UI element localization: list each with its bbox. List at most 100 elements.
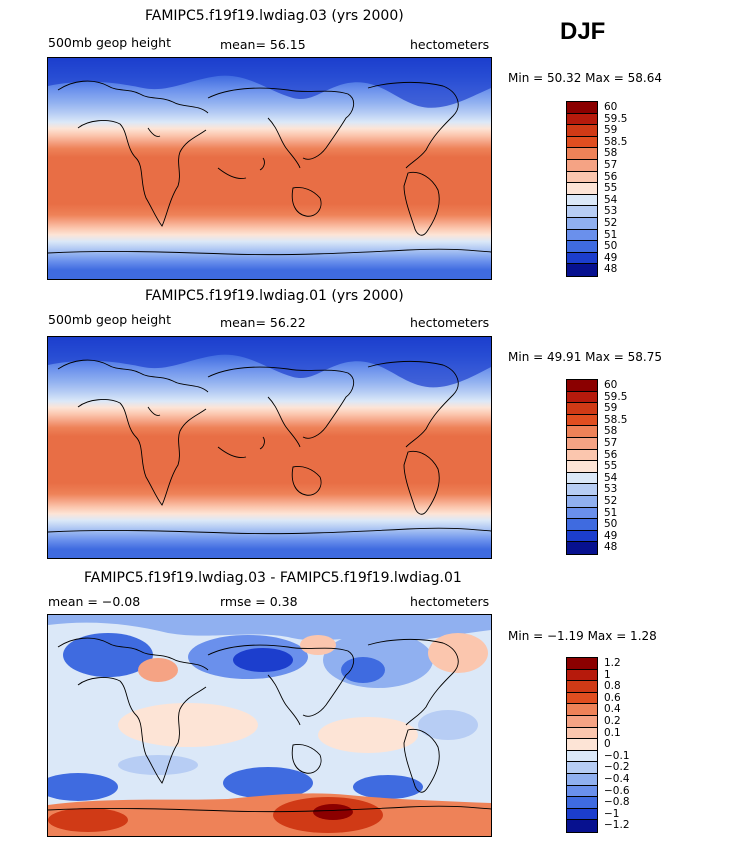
colorbar-swatch — [567, 148, 597, 160]
colorbar-swatch — [567, 484, 597, 496]
colorbar-swatch — [567, 229, 597, 242]
colorbar-level-label: 48 — [604, 263, 618, 276]
colorbar-swatch — [567, 461, 597, 473]
colorbar-swatch — [567, 159, 597, 172]
colorbar-level-label: 59.5 — [604, 112, 628, 125]
panel-3-map — [47, 614, 492, 837]
colorbar-level-label: 54 — [604, 471, 618, 484]
colorbar-level-label: 60 — [604, 101, 618, 113]
colorbar-swatch — [567, 183, 597, 195]
colorbar-swatch — [567, 194, 597, 207]
colorbar-level-label: 54 — [604, 193, 618, 206]
colorbar-swatch — [567, 727, 597, 740]
colorbar-swatch — [567, 773, 597, 786]
colorbar-level-label: 59 — [604, 402, 618, 415]
colorbar-level-label: 52 — [604, 495, 618, 507]
colorbar-swatch — [567, 530, 597, 543]
colorbar-level-label: 57 — [604, 159, 618, 171]
colorbar-swatch — [567, 426, 597, 438]
colorbar-swatch — [567, 495, 597, 508]
colorbar-swatch — [567, 542, 597, 554]
colorbar-level-label: 48 — [604, 541, 618, 554]
colorbar-swatch — [567, 102, 597, 114]
colorbar-level-label: −0.4 — [604, 773, 630, 785]
colorbar-swatch — [567, 414, 597, 427]
colorbar-swatch — [567, 217, 597, 230]
colorbar-level-label: 51 — [604, 228, 618, 241]
colorbar-level-label: 0.4 — [604, 703, 621, 716]
colorbar-level-label: 58.5 — [604, 135, 628, 148]
colorbar-swatch — [567, 785, 597, 798]
colorbar-swatch — [567, 669, 597, 682]
colorbar-swatch — [567, 797, 597, 809]
colorbar-swatch — [567, 171, 597, 184]
colorbar-level-label: 49 — [604, 529, 618, 542]
panel-1-title: FAMIPC5.f19f19.lwdiag.03 (yrs 2000) — [145, 8, 404, 24]
colorbar-level-label: 50 — [604, 240, 618, 253]
panel-2-title: FAMIPC5.f19f19.lwdiag.01 (yrs 2000) — [145, 288, 404, 304]
colorbar-level-label: 53 — [604, 205, 618, 218]
panel-1-units: hectometers — [410, 37, 490, 52]
colorbar-swatch — [567, 519, 597, 531]
colorbar-swatch — [567, 252, 597, 265]
colorbar-level-label: 52 — [604, 217, 618, 229]
colorbar-level-label: 58.5 — [604, 413, 628, 426]
colorbar-swatch — [567, 136, 597, 149]
colorbar-swatch — [567, 820, 597, 832]
panel-1-colorbar — [566, 101, 598, 277]
colorbar-level-label: 53 — [604, 483, 618, 496]
season-label: DJF — [560, 18, 606, 45]
colorbar-level-label: −0.6 — [604, 784, 630, 797]
colorbar-swatch — [567, 750, 597, 763]
colorbar-level-label: 51 — [604, 506, 618, 519]
colorbar-level-label: 0.1 — [604, 726, 621, 739]
panel-2-variable-label: 500mb geop height — [48, 312, 171, 327]
colorbar-swatch — [567, 762, 597, 774]
colorbar-swatch — [567, 658, 597, 670]
panel-3-rmse: rmse = 0.38 — [220, 594, 298, 609]
colorbar-swatch — [567, 391, 597, 404]
colorbar-level-label: 58 — [604, 147, 618, 160]
colorbar-level-label: 57 — [604, 437, 618, 449]
panel-2-map — [47, 336, 492, 559]
colorbar-level-label: 50 — [604, 518, 618, 531]
colorbar-swatch — [567, 437, 597, 450]
panel-3-title: FAMIPC5.f19f19.lwdiag.03 - FAMIPC5.f19f1… — [84, 570, 462, 586]
colorbar-level-label: −0.2 — [604, 761, 630, 774]
colorbar-swatch — [567, 206, 597, 218]
colorbar-level-label: 59 — [604, 124, 618, 137]
colorbar-swatch — [567, 449, 597, 462]
colorbar-swatch — [567, 681, 597, 693]
colorbar-level-label: 1 — [604, 668, 611, 681]
panel-2-units: hectometers — [410, 315, 490, 330]
colorbar-swatch — [567, 241, 597, 253]
colorbar-swatch — [567, 380, 597, 392]
panel-3-colorbar — [566, 657, 598, 833]
colorbar-level-label: 0.8 — [604, 680, 621, 693]
colorbar-level-label: −0.1 — [604, 749, 630, 762]
colorbar-level-label: −1.2 — [604, 819, 630, 832]
colorbar-swatch — [567, 113, 597, 126]
colorbar-swatch — [567, 704, 597, 716]
colorbar-level-label: 0.6 — [604, 691, 621, 704]
colorbar-level-label: 1.2 — [604, 657, 621, 669]
colorbar-swatch — [567, 264, 597, 276]
colorbar-swatch — [567, 715, 597, 728]
colorbar-swatch — [567, 808, 597, 821]
colorbar-level-label: 49 — [604, 251, 618, 264]
colorbar-swatch — [567, 739, 597, 751]
colorbar-level-label: 59.5 — [604, 390, 628, 403]
panel-2-min-max: Min = 49.91 Max = 58.75 — [508, 350, 662, 364]
colorbar-level-label: 0.2 — [604, 715, 621, 727]
panel-1-map — [47, 57, 492, 280]
panel-3-units: hectometers — [410, 594, 490, 609]
colorbar-level-label: 58 — [604, 425, 618, 438]
colorbar-swatch — [567, 507, 597, 520]
colorbar-level-label: 56 — [604, 170, 618, 183]
colorbar-level-label: −0.8 — [604, 796, 630, 809]
panel-1-mean: mean= 56.15 — [220, 37, 306, 52]
colorbar-swatch — [567, 472, 597, 485]
colorbar-level-label: 56 — [604, 448, 618, 461]
colorbar-level-label: 55 — [604, 182, 618, 195]
panel-3-min-max: Min = −1.19 Max = 1.28 — [508, 629, 657, 643]
